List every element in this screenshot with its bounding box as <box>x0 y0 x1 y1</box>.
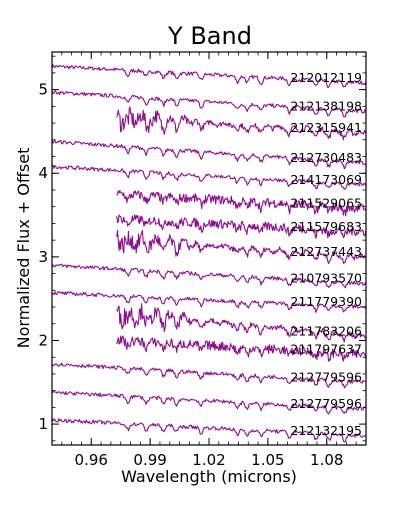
spectrum-line <box>116 214 367 239</box>
series-label: 211797637 <box>290 342 362 357</box>
spectrum-line <box>51 139 367 170</box>
x-tick-label: 1.05 <box>251 451 284 469</box>
series-label: 212138198 <box>290 98 362 113</box>
series-label: 211579683 <box>290 219 362 234</box>
x-axis-label: Wavelength (microns) <box>121 467 297 486</box>
x-tick-label: 1.02 <box>192 451 225 469</box>
x-axis-ticks: 0.96 0.99 1.02 1.05 1.08 <box>61 52 367 469</box>
y-tick-label: 2 <box>38 331 48 349</box>
y-tick-label: 3 <box>38 248 48 266</box>
series-label: 211779390 <box>290 294 362 309</box>
series-label: 210793570 <box>290 271 362 286</box>
spectrum-line <box>51 362 367 389</box>
y-tick-label: 1 <box>38 415 48 433</box>
x-tick-label: 1.08 <box>310 451 343 469</box>
spectrum-line <box>116 303 367 343</box>
spectrum-line <box>51 263 367 289</box>
x-tick-label: 0.96 <box>75 451 108 469</box>
spectrum-line <box>51 417 367 443</box>
spectrum-line <box>116 229 367 265</box>
spectrum-line <box>116 106 367 141</box>
spectrum-line <box>51 291 367 313</box>
series-label: 212737443 <box>290 244 362 259</box>
series-label: 212779596 <box>290 369 362 384</box>
spectrum-line <box>51 90 367 118</box>
series-label: 212132195 <box>290 423 362 438</box>
spectrum-line <box>51 164 367 190</box>
series-label: 212779596 <box>290 396 362 411</box>
series-label: 212012119 <box>290 70 362 85</box>
spectrum-line <box>51 64 367 88</box>
series-label: 214173069 <box>290 172 362 187</box>
y-axis-label: Normalized Flux + Offset <box>14 148 33 349</box>
star-labels-layer: 212012119 212138198 212315941 212730483 2141… <box>290 70 362 438</box>
series-label: 212730483 <box>290 150 362 165</box>
spectrum-line <box>116 190 367 217</box>
spectrum-line <box>51 390 367 415</box>
spectra-layer <box>51 64 367 443</box>
x-tick-label: 0.99 <box>133 451 166 469</box>
series-label: 212315941 <box>290 120 362 135</box>
spectrum-line <box>116 335 367 362</box>
y-tick-label: 4 <box>38 164 48 182</box>
series-label: 211529065 <box>290 195 362 210</box>
series-label: 211783206 <box>290 323 362 338</box>
chart-title: Y Band <box>167 22 252 50</box>
y-axis-ticks: 1 2 3 4 5 <box>38 55 366 442</box>
y-tick-label: 5 <box>38 81 48 99</box>
